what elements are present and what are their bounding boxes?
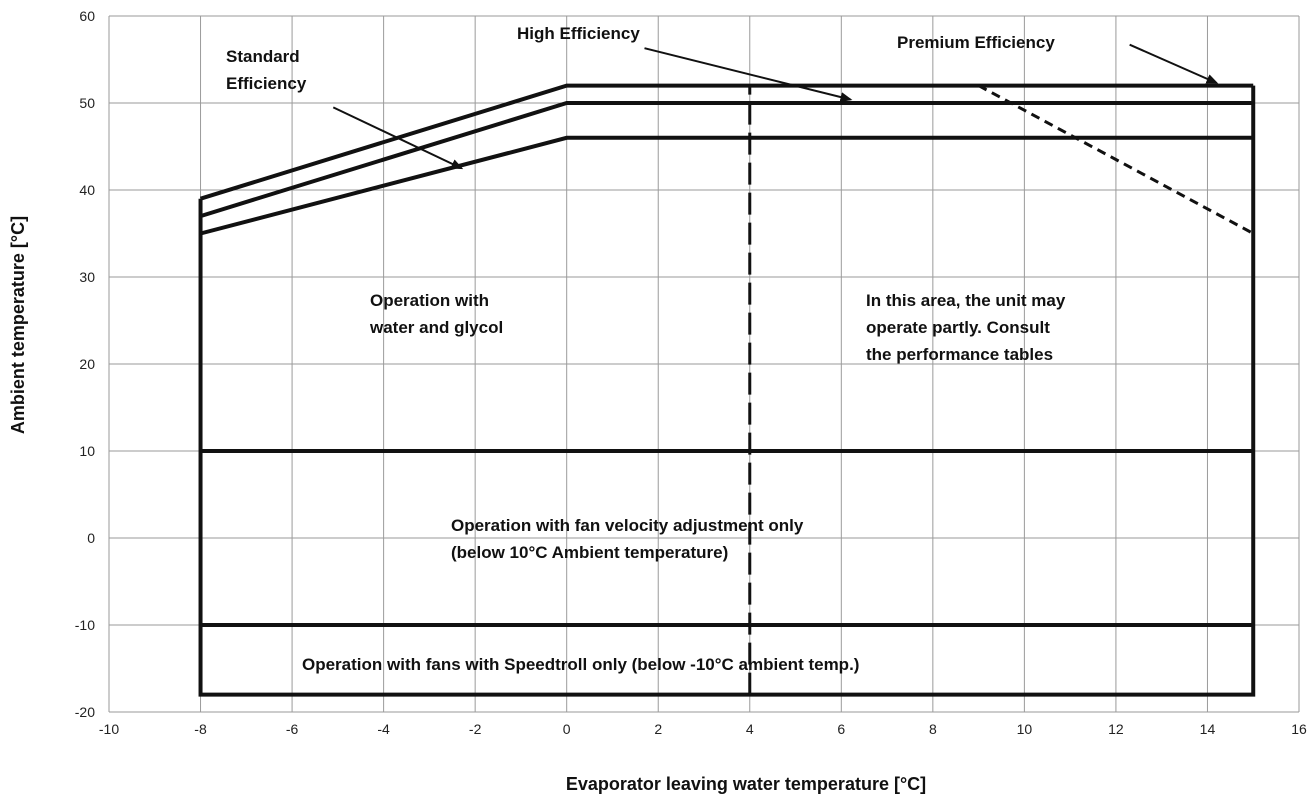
y-tick-label: 60 <box>79 8 95 24</box>
annotation-arrows <box>332 43 1219 170</box>
standard-efficiency-label: Standard Efficiency <box>226 47 307 93</box>
y-tick-label: 0 <box>87 530 95 546</box>
premium-efficiency-label: Premium Efficiency <box>897 33 1055 52</box>
x-tick-label: 0 <box>563 721 571 737</box>
glycol-operation-label: Operation with water and glycol <box>369 291 503 337</box>
x-tick-label: 16 <box>1291 721 1307 737</box>
high-efficiency-line <box>199 101 1254 219</box>
partial-operation-dashed-line <box>977 84 1254 235</box>
y-tick-label: 20 <box>79 356 95 372</box>
x-tick-label: -2 <box>469 721 482 737</box>
partial-operation-label: In this area, the unit may operate partly… <box>866 291 1066 364</box>
x-tick-label: 12 <box>1108 721 1124 737</box>
annotations: Standard Efficiency High Efficiency Premium… <box>226 24 1066 674</box>
partial-operation-label-line: operate partly. Consult <box>866 318 1050 337</box>
premium-efficiency-arrow <box>1129 43 1219 84</box>
y-axis-title: Ambient temperature [°C] <box>8 216 28 434</box>
y-tick-label: 30 <box>79 269 95 285</box>
grid <box>108 15 1300 713</box>
x-tick-label: 2 <box>654 721 662 737</box>
x-tick-label: -4 <box>377 721 390 737</box>
y-tick-label: -20 <box>75 704 95 720</box>
standard-efficiency-label-line: Efficiency <box>226 74 307 93</box>
axis-ticks: -10 -8 -6 -4 -2 0 2 4 6 8 10 12 14 16-20-100102030405… <box>75 8 1307 737</box>
high-efficiency-arrow <box>644 47 853 102</box>
y-tick-label: 10 <box>79 443 95 459</box>
partial-operation-label-line: the performance tables <box>866 345 1053 364</box>
x-tick-label: -6 <box>286 721 299 737</box>
x-tick-label: -10 <box>99 721 119 737</box>
envelope-outline <box>198 85 1256 697</box>
x-tick-label: 8 <box>929 721 937 737</box>
fan-velocity-label-line: Operation with fan velocity adjustment o… <box>451 516 804 535</box>
x-tick-label: 4 <box>746 721 754 737</box>
x-tick-label: 14 <box>1200 721 1216 737</box>
standard-efficiency-label-line: Standard <box>226 47 300 66</box>
x-axis-title: Evaporator leaving water temperature [°C… <box>566 774 926 794</box>
y-tick-label: 40 <box>79 182 95 198</box>
speedtroll-label: Operation with fans with Speedtroll only… <box>302 655 859 674</box>
x-tick-label: 10 <box>1017 721 1033 737</box>
fan-velocity-label-line: (below 10°C Ambient temperature) <box>451 543 728 562</box>
premium-efficiency-line <box>199 83 1254 201</box>
standard-efficiency-arrow <box>332 106 464 170</box>
envelope <box>198 83 1256 697</box>
standard-efficiency-line <box>200 135 1254 236</box>
high-efficiency-label: High Efficiency <box>517 24 640 43</box>
y-tick-label: 50 <box>79 95 95 111</box>
y-tick-label: -10 <box>75 617 95 633</box>
x-tick-label: -8 <box>194 721 207 737</box>
glycol-operation-label-line: water and glycol <box>369 318 503 337</box>
glycol-operation-label-line: Operation with <box>370 291 489 310</box>
x-tick-label: 6 <box>837 721 845 737</box>
fan-velocity-label: Operation with fan velocity adjustment o… <box>451 516 804 562</box>
partial-operation-label-line: In this area, the unit may <box>866 291 1066 310</box>
